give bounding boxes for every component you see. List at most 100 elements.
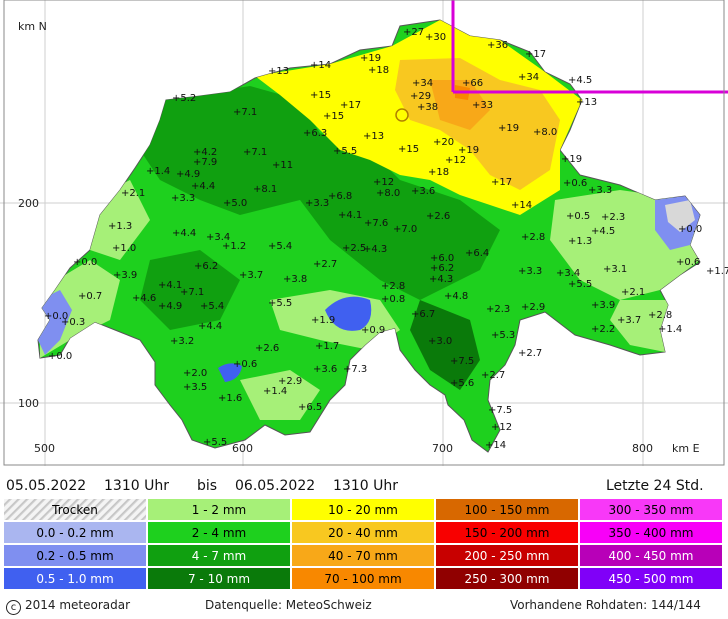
- measurement-label: +4.1: [158, 280, 182, 291]
- legend-item: 70 - 100 mm: [292, 568, 434, 589]
- measurement-label: +4.9: [158, 301, 182, 312]
- measurement-label: +5.4: [200, 301, 224, 312]
- measurement-label: +1.0: [112, 243, 136, 254]
- measurement-label: +1.3: [108, 221, 132, 232]
- measurement-label: +11: [272, 160, 293, 171]
- measurement-label: +3.8: [283, 274, 307, 285]
- measurement-label: +7.5: [450, 356, 474, 367]
- measurement-label: +7.3: [343, 364, 367, 375]
- measurement-label: +2.6: [426, 211, 450, 222]
- measurement-label: +33: [472, 100, 493, 111]
- measurement-label: +2.9: [278, 376, 302, 387]
- legend-item: 20 - 40 mm: [292, 522, 434, 543]
- measurement-label: +2.1: [621, 287, 645, 298]
- raw-data-count: Vorhandene Rohdaten: 144/144: [510, 598, 701, 612]
- measurement-label: +0.0: [73, 257, 97, 268]
- legend-item: 150 - 200 mm: [436, 522, 578, 543]
- legend-item: Trocken: [4, 499, 146, 520]
- axis-x-unit: km E: [672, 442, 700, 455]
- measurement-label: +19: [498, 123, 519, 134]
- measurement-label: +13: [576, 97, 597, 108]
- legend-item: 40 - 70 mm: [292, 545, 434, 566]
- measurement-label: +7.6: [364, 218, 388, 229]
- measurement-label: +3.9: [591, 300, 615, 311]
- x-tick-800: 800: [632, 442, 653, 455]
- to-date: 06.05.2022: [235, 478, 316, 494]
- measurement-label: +6.5: [298, 402, 322, 413]
- measurement-label: +8.0: [533, 127, 557, 138]
- measurement-label: +6.8: [328, 191, 352, 202]
- measurement-label: +7.9: [193, 157, 217, 168]
- measurement-label: +1.7: [706, 266, 728, 277]
- map-frame: [3, 0, 725, 466]
- measurement-label: +0.8: [381, 294, 405, 305]
- measurement-label: +20: [433, 137, 454, 148]
- measurement-label: +3.4: [556, 268, 580, 279]
- measurement-label: +5.5: [203, 437, 227, 448]
- measurement-label: +12: [491, 422, 512, 433]
- measurement-label: +14: [485, 440, 506, 451]
- measurement-label: +34: [518, 72, 539, 83]
- to-time: 1310 Uhr: [333, 478, 398, 494]
- measurement-label: +19: [561, 154, 582, 165]
- legend-item: 7 - 10 mm: [148, 568, 290, 589]
- measurement-label: +1.9: [311, 315, 335, 326]
- measurement-label: +2.1: [121, 188, 145, 199]
- measurement-label: +7.1: [180, 287, 204, 298]
- y-tick-100: 100: [18, 397, 39, 410]
- time-range: 05.05.2022 1310 Uhr bis 06.05.2022 1310 …: [0, 476, 728, 496]
- measurement-label: +4.5: [568, 75, 592, 86]
- measurement-label: +0.6: [676, 257, 700, 268]
- measurement-label: +6.7: [411, 309, 435, 320]
- measurement-label: +0.0: [48, 351, 72, 362]
- measurement-label: +7.0: [393, 224, 417, 235]
- measurement-label: +0.5: [566, 211, 590, 222]
- x-tick-500: 500: [34, 442, 55, 455]
- precipitation-legend: Trocken 0.0 - 0.2 mm 0.2 - 0.5 mm 0.5 - 1.0…: [4, 499, 724, 591]
- period-label: Letzte 24 Std.: [606, 478, 704, 494]
- measurement-label: +3.0: [428, 336, 452, 347]
- measurement-label: +15: [310, 90, 331, 101]
- measurement-label: +4.6: [132, 293, 156, 304]
- measurement-label: +66: [462, 78, 483, 89]
- measurement-label: +4.1: [338, 210, 362, 221]
- measurement-label: +3.3: [171, 193, 195, 204]
- measurement-label: +5.2: [172, 93, 196, 104]
- legend-item: 400 - 450 mm: [580, 545, 722, 566]
- measurement-label: +2.8: [648, 310, 672, 321]
- location-marker: [395, 108, 409, 122]
- measurement-label: +34: [412, 78, 433, 89]
- measurement-label: +6.3: [303, 128, 327, 139]
- measurement-label: +3.4: [206, 232, 230, 243]
- from-date: 05.05.2022: [6, 478, 87, 494]
- copyright-icon: c: [6, 600, 21, 615]
- measurement-label: +2.9: [521, 302, 545, 313]
- measurement-label: +17: [340, 100, 361, 111]
- measurement-label: +2.5: [342, 243, 366, 254]
- measurement-label: +7.5: [488, 405, 512, 416]
- measurement-label: +15: [323, 111, 344, 122]
- legend-item: 350 - 400 mm: [580, 522, 722, 543]
- measurement-label: +5.5: [268, 298, 292, 309]
- measurement-label: +30: [425, 32, 446, 43]
- measurement-label: +12: [373, 177, 394, 188]
- x-tick-700: 700: [432, 442, 453, 455]
- precipitation-map: +27 +30+36+17+19+18+14+13+34 +66+34 +4.5+29…: [0, 0, 728, 466]
- measurement-values: +27 +30+36+17+19+18+14+13+34 +66+34 +4.5+29…: [44, 27, 728, 451]
- measurement-label: +3.7: [239, 270, 263, 281]
- measurement-label: +0.0: [44, 311, 68, 322]
- measurement-label: +5.6: [450, 378, 474, 389]
- measurement-label: +17: [525, 49, 546, 60]
- legend-item: 250 - 300 mm: [436, 568, 578, 589]
- measurement-label: +17: [491, 177, 512, 188]
- measurement-label: +1.4: [263, 386, 287, 397]
- measurement-label: +1.6: [218, 393, 242, 404]
- x-tick-600: 600: [232, 442, 253, 455]
- measurement-label: +0.7: [78, 291, 102, 302]
- measurement-label: +0.6: [563, 178, 587, 189]
- measurement-label: +3.9: [113, 270, 137, 281]
- data-source: Datenquelle: MeteoSchweiz: [205, 598, 372, 612]
- measurement-label: +18: [368, 65, 389, 76]
- measurement-label: +3.3: [305, 198, 329, 209]
- legend-item: 4 - 7 mm: [148, 545, 290, 566]
